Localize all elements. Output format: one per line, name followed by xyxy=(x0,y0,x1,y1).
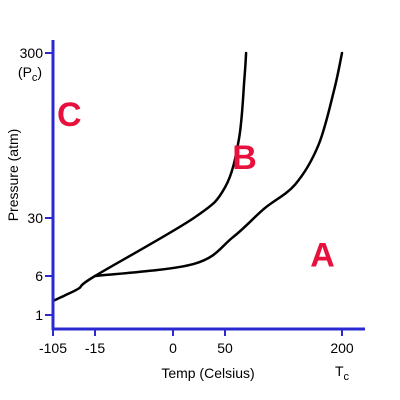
x-tick-label: -15 xyxy=(85,340,105,356)
x-axis-title: Temp (Celsius) xyxy=(161,365,254,381)
x-ticks: -105 -15 0 50 200 Tc xyxy=(39,329,354,383)
phase-boundary-curve-1 xyxy=(51,51,248,303)
region-label-b: B xyxy=(232,139,257,177)
y-tick-label: 1 xyxy=(35,307,43,323)
x-tick-sublabel: Tc xyxy=(335,363,350,383)
y-tick-label: 300 xyxy=(20,45,44,61)
y-tick-sublabel: (Pc) xyxy=(18,64,42,84)
region-label-c: C xyxy=(57,96,82,134)
series-layer xyxy=(51,51,344,303)
x-tick-label: 50 xyxy=(217,340,233,356)
y-ticks: 1 6 30 300 (Pc) xyxy=(18,45,53,323)
region-label-a: A xyxy=(310,236,335,274)
y-axis-title: Pressure (atm) xyxy=(5,129,21,222)
x-tick-label: -105 xyxy=(39,340,67,356)
region-layer: C B A xyxy=(57,96,335,274)
phase-boundary-curve-2 xyxy=(93,51,344,278)
x-tick-label: 0 xyxy=(169,340,177,356)
y-tick-label: 6 xyxy=(35,268,43,284)
x-tick-label: 200 xyxy=(330,340,354,356)
y-tick-label: 30 xyxy=(27,210,43,226)
